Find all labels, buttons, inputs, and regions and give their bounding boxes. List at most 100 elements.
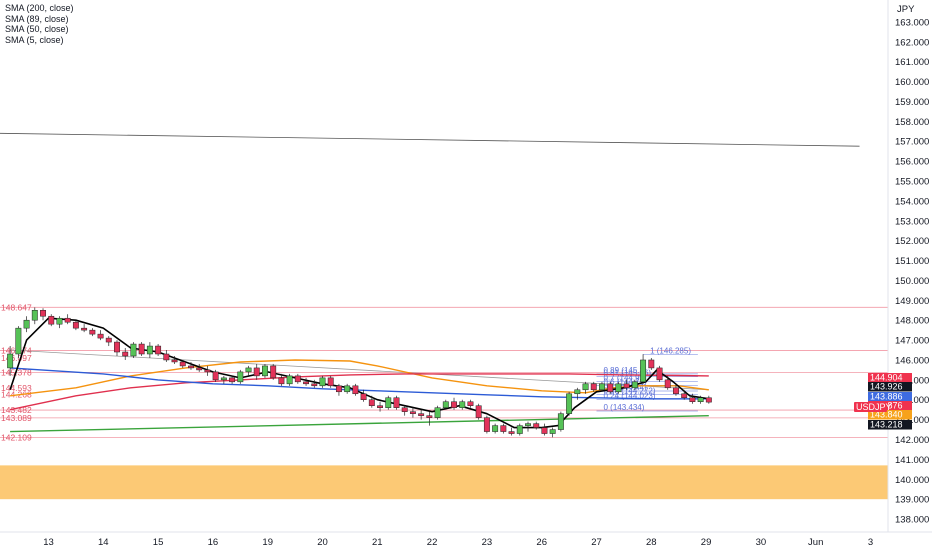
candle-body bbox=[40, 310, 46, 317]
candle-body bbox=[574, 389, 581, 395]
price-tick-label: 152.000 bbox=[895, 236, 929, 247]
candle-body bbox=[582, 383, 589, 391]
support-zone-layer bbox=[0, 465, 888, 500]
candle-body bbox=[220, 377, 227, 381]
candle-body bbox=[146, 345, 153, 355]
time-tick-label: 27 bbox=[591, 537, 602, 548]
time-tick-label: 30 bbox=[756, 537, 767, 548]
price-tick-label: 151.000 bbox=[895, 256, 929, 267]
time-tick-label: 19 bbox=[262, 537, 273, 548]
fib-level-label: 1 (146.285) bbox=[650, 346, 691, 355]
candle-body bbox=[138, 343, 145, 355]
candle-body bbox=[15, 327, 22, 355]
price-tag-label: 143.840 bbox=[870, 410, 903, 420]
candle-body bbox=[286, 375, 293, 385]
price-tag-label: 143.886 bbox=[870, 392, 903, 402]
candle-body bbox=[294, 375, 301, 383]
candle-body bbox=[163, 353, 170, 361]
fib-level-label: 0 (143.434) bbox=[604, 403, 645, 412]
price-tick-label: 147.000 bbox=[895, 336, 929, 347]
legend-sma-5[interactable]: SMA (5, close) bbox=[5, 34, 64, 45]
candle-body bbox=[426, 415, 433, 418]
price-tick-label: 160.000 bbox=[895, 77, 929, 88]
level-label: 142.109 bbox=[1, 432, 32, 442]
candle-body bbox=[327, 377, 334, 387]
candle-body bbox=[253, 367, 260, 377]
price-tick-label: 142.000 bbox=[895, 435, 929, 446]
time-tick-label: 29 bbox=[701, 537, 712, 548]
sma-50-line bbox=[10, 367, 709, 400]
candle-body bbox=[525, 423, 531, 426]
price-tick-label: 140.000 bbox=[895, 475, 929, 486]
price-tick-label: 149.000 bbox=[895, 296, 929, 307]
candle-body bbox=[335, 385, 342, 393]
candle-body bbox=[590, 383, 597, 391]
time-tick-label: 16 bbox=[208, 537, 219, 548]
price-tick-label: 144.000 bbox=[895, 395, 929, 406]
price-axis[interactable]: JPY 138.000 139.000 140.000 141.000 142.000 14… bbox=[887, 0, 929, 532]
candle-body bbox=[368, 399, 375, 406]
legend-sma-200[interactable]: SMA (200, close) bbox=[5, 3, 74, 13]
candle-body bbox=[656, 367, 663, 381]
price-tick-label: 153.000 bbox=[895, 216, 929, 227]
candle-body bbox=[130, 343, 137, 357]
grey-line bbox=[10, 349, 709, 391]
candle-body bbox=[483, 417, 490, 432]
candle-body bbox=[245, 367, 252, 373]
trend-line bbox=[0, 132, 860, 147]
legend-sma-50[interactable]: SMA (50, close) bbox=[5, 24, 69, 34]
level-label: 144.593 bbox=[1, 383, 32, 393]
price-tag-label: 143.926 bbox=[870, 382, 903, 392]
candle-body bbox=[204, 369, 211, 373]
legend-sma-89[interactable]: SMA (89, close) bbox=[5, 13, 69, 24]
candle-body bbox=[81, 327, 88, 331]
candle-body bbox=[23, 319, 30, 329]
price-tag: 143.926 bbox=[868, 382, 912, 392]
candle-body bbox=[500, 425, 507, 432]
time-tick-label: 21 bbox=[372, 537, 383, 548]
support-zone bbox=[0, 465, 888, 500]
price-tag: 143.218 bbox=[868, 420, 912, 430]
time-tick-label: 20 bbox=[317, 537, 328, 548]
price-tick-label: 145.000 bbox=[895, 375, 929, 386]
price-tag-label: 144.904 bbox=[870, 373, 903, 383]
candle-body bbox=[377, 405, 383, 408]
candle-body bbox=[155, 345, 162, 355]
price-tick-label: 150.000 bbox=[895, 276, 929, 287]
price-tick-label: 148.000 bbox=[895, 316, 929, 327]
price-tick-label: 146.000 bbox=[895, 355, 929, 366]
time-axis[interactable]: 13 14 15 16 19 20 21 22 23 26 27 28 29 30 Jun 3 bbox=[0, 531, 932, 548]
candles-layer bbox=[7, 307, 712, 438]
candle-body bbox=[409, 411, 416, 414]
candle-body bbox=[459, 401, 466, 408]
candle-body bbox=[615, 383, 622, 393]
price-tick-label: 158.000 bbox=[895, 117, 929, 128]
price-tick-label: 154.000 bbox=[895, 196, 929, 207]
price-tick-label: 139.000 bbox=[895, 495, 929, 506]
candle-body bbox=[451, 401, 457, 408]
price-tag: 143.886 bbox=[868, 392, 912, 402]
candle-body bbox=[508, 431, 515, 434]
candle-body bbox=[270, 365, 277, 379]
candle-body bbox=[48, 315, 55, 325]
candle-body bbox=[385, 397, 392, 408]
price-tick-label: 156.000 bbox=[895, 157, 929, 168]
candle-body bbox=[418, 413, 425, 416]
fib-level-label: 0.38 (144.272) bbox=[604, 386, 656, 395]
price-tags-layer: 144.904143.926143.886143.876143.840143.2… bbox=[854, 373, 912, 430]
candle-body bbox=[623, 383, 630, 389]
candle-body bbox=[319, 377, 326, 387]
candle-body bbox=[262, 365, 268, 377]
candle-body bbox=[557, 413, 564, 430]
candle-body bbox=[114, 341, 120, 353]
candle-body bbox=[311, 383, 318, 387]
candle-body bbox=[229, 377, 236, 383]
candle-body bbox=[631, 381, 638, 389]
candle-body bbox=[344, 385, 351, 393]
price-tick-label: 143.000 bbox=[895, 415, 929, 426]
candle-body bbox=[188, 365, 194, 369]
candle-body bbox=[105, 337, 112, 343]
candle-body bbox=[303, 381, 310, 385]
time-tick-label: 3 bbox=[868, 537, 873, 548]
